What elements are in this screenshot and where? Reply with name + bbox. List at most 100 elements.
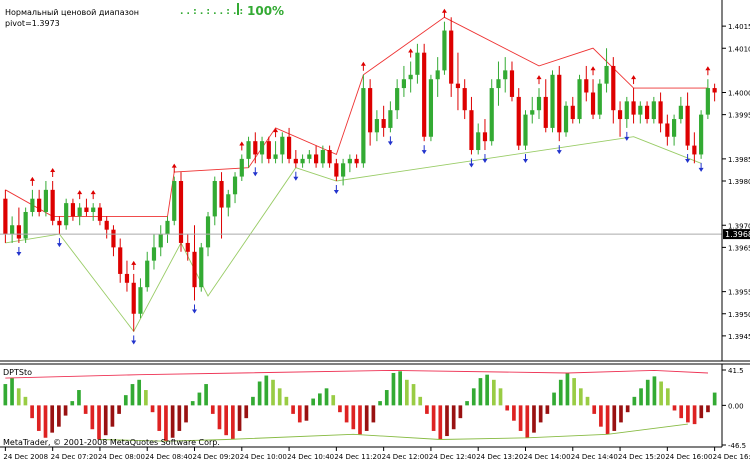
candle-body (212, 181, 217, 217)
candle-body (428, 79, 434, 137)
candle-body (496, 79, 501, 89)
candle-body (145, 260, 150, 288)
indicator-lower-line (98, 423, 688, 442)
up-fractal-arrow (239, 141, 245, 146)
time-tick-label: 24 Dec 11:20 (334, 453, 381, 461)
candle-body (314, 154, 319, 164)
candle-body (408, 74, 413, 80)
candle-body (563, 105, 569, 133)
candle-body (570, 105, 575, 120)
candle-body (577, 79, 582, 120)
progress-marker (237, 3, 239, 15)
candle-body (57, 220, 62, 226)
candle-body (638, 105, 643, 115)
time-tick-label: 24 Dec 10:40 (287, 453, 334, 461)
candle-body (280, 136, 285, 155)
indicator-tick-label: -46.5 (728, 442, 746, 450)
time-tick-label: 24 Dec 2008 (3, 453, 48, 461)
candle-body (516, 96, 521, 146)
down-fractal-arrow (56, 243, 62, 248)
candle-body (246, 141, 251, 159)
candle-body (138, 287, 143, 314)
candle-body (239, 158, 244, 177)
candle-body (604, 65, 609, 84)
candle-body (307, 154, 312, 159)
candle-body (644, 105, 650, 120)
up-fractal-arrow (273, 128, 279, 133)
time-tick-label: 24 Dec 08:40 (145, 453, 192, 461)
candle-body (469, 110, 474, 151)
candle-body (624, 101, 629, 120)
candle-body (104, 220, 109, 230)
up-fractal-arrow (77, 190, 83, 195)
price-tick-label: 1.3995 (728, 112, 750, 120)
candle-body (151, 247, 157, 261)
progress-dots: . . : . : . . : . : (180, 7, 243, 17)
copyright-text: MetaTrader, © 2001-2008 MetaQuotes Softw… (3, 438, 220, 447)
candle-body (381, 119, 386, 128)
fractal-arrows (16, 8, 711, 345)
price-tick-label: 1.3985 (728, 156, 750, 164)
candle-body (259, 141, 265, 155)
candle-body (64, 203, 69, 226)
candle-body (232, 176, 238, 195)
candle-body (651, 101, 656, 120)
candle-body (455, 83, 461, 89)
candle-body (462, 88, 467, 111)
candle-body (178, 181, 184, 243)
candle-body (590, 92, 596, 115)
up-fractal-arrow (90, 190, 96, 195)
candle-body (678, 105, 683, 120)
candle-body (77, 207, 82, 217)
candle-body (124, 273, 130, 283)
up-fractal-arrow (171, 163, 177, 168)
time-tick-label: 24 Dec 08:00 (98, 453, 145, 461)
candle-body (226, 194, 231, 208)
down-fractal-arrow (685, 159, 691, 164)
candle-body (293, 158, 298, 164)
up-fractal-arrow (705, 66, 711, 71)
down-fractal-arrow (131, 340, 137, 345)
candle-body (84, 207, 89, 212)
candle-body (327, 150, 332, 164)
price-tick-label: 1.3965 (728, 244, 750, 252)
candle-body (435, 70, 440, 80)
candle-body (611, 65, 616, 111)
candle-body (395, 88, 400, 111)
candle-body (550, 74, 555, 128)
time-tick-label: 24 Dec 07:20 (51, 453, 98, 461)
down-fractal-arrow (468, 163, 474, 168)
candle-body (557, 74, 562, 133)
candle-body (617, 110, 623, 120)
time-tick-label: 24 Dec 14:40 (571, 453, 618, 461)
candle-body (205, 216, 211, 248)
candle-body (705, 88, 710, 115)
down-fractal-arrow (556, 150, 562, 155)
down-fractal-arrow (624, 136, 630, 141)
indicator-lines (5, 369, 709, 442)
time-tick-label: 24 Dec 16:40 (713, 453, 750, 461)
candle-body (192, 251, 197, 288)
current-price-label: 1.3968 (725, 230, 750, 239)
candle-body (16, 225, 21, 239)
candle-body (699, 114, 704, 155)
up-fractal-arrow (536, 75, 542, 80)
down-fractal-arrow (522, 159, 528, 164)
price-tick-label: 1.3955 (728, 289, 750, 297)
candle-body (482, 132, 488, 142)
time-tick-label: 24 Dec 15:20 (618, 453, 665, 461)
candle-body (631, 101, 636, 115)
progress-percent: 100% (247, 4, 284, 18)
down-fractal-arrow (16, 251, 22, 256)
price-tick-label: 1.3980 (728, 178, 750, 186)
down-fractal-arrow (421, 150, 427, 155)
candle-body (341, 163, 346, 177)
candle-body (665, 123, 670, 137)
candle-body (584, 79, 589, 93)
candle-body (672, 119, 677, 137)
candle-body (415, 52, 420, 75)
time-tick-label: 24 Dec 10:00 (240, 453, 287, 461)
price-tick-label: 1.4015 (728, 23, 750, 31)
candle-body (165, 220, 170, 235)
